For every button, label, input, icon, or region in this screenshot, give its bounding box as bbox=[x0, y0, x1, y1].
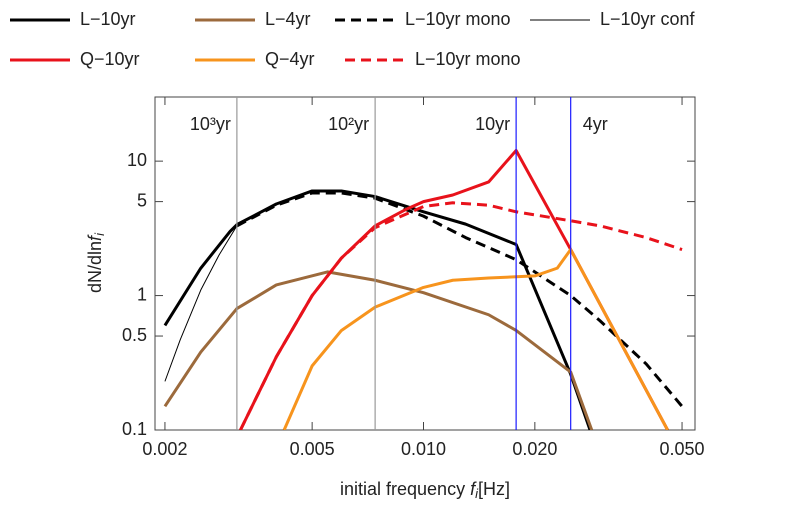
series-line bbox=[239, 201, 683, 430]
y-tick-label: 5 bbox=[137, 190, 147, 210]
y-tick-label: 0.1 bbox=[122, 419, 147, 439]
x-tick-label: 0.010 bbox=[401, 439, 446, 459]
legend-label: L−10yr mono bbox=[405, 9, 511, 29]
x-label-unit: [Hz] bbox=[478, 479, 510, 499]
plot-frame bbox=[154, 96, 696, 431]
y-axis-label: dN/dlnfi bbox=[85, 232, 108, 293]
y-label-var: f bbox=[85, 234, 105, 241]
x-label-text: initial frequency bbox=[340, 479, 470, 499]
x-tick-label: 0.020 bbox=[512, 439, 557, 459]
y-tick-label: 10 bbox=[127, 150, 147, 170]
legend-label: Q−4yr bbox=[265, 49, 315, 69]
series-line bbox=[164, 203, 277, 382]
y-tick-label: 0.5 bbox=[122, 325, 147, 345]
legend-label: L−10yr mono bbox=[415, 49, 521, 69]
x-tick-label: 0.002 bbox=[142, 439, 187, 459]
series-line bbox=[163, 270, 594, 430]
series-line bbox=[282, 248, 669, 430]
x-label-sub: i bbox=[475, 486, 479, 501]
x-axis-label: initial frequency fi[Hz] bbox=[340, 479, 510, 502]
x-tick-label: 0.005 bbox=[290, 439, 335, 459]
legend-label: Q−10yr bbox=[80, 49, 140, 69]
reference-label: 10²yr bbox=[328, 114, 369, 134]
y-label-sub: i bbox=[92, 232, 107, 236]
legend-label: L−4yr bbox=[265, 9, 311, 29]
x-tick-label: 0.050 bbox=[660, 439, 705, 459]
reference-label: 4yr bbox=[583, 114, 608, 134]
reference-label: 10yr bbox=[475, 114, 510, 134]
series-line bbox=[239, 148, 669, 430]
series-line bbox=[236, 191, 684, 408]
legend-label: L−10yr conf bbox=[600, 9, 696, 29]
y-tick-label: 1 bbox=[137, 284, 147, 304]
plot-area bbox=[163, 148, 684, 430]
y-label-text: dN/dln bbox=[85, 241, 105, 293]
x-label-var: f bbox=[470, 479, 477, 499]
reference-label: 10³yr bbox=[190, 114, 231, 134]
legend-label: L−10yr bbox=[80, 9, 136, 29]
